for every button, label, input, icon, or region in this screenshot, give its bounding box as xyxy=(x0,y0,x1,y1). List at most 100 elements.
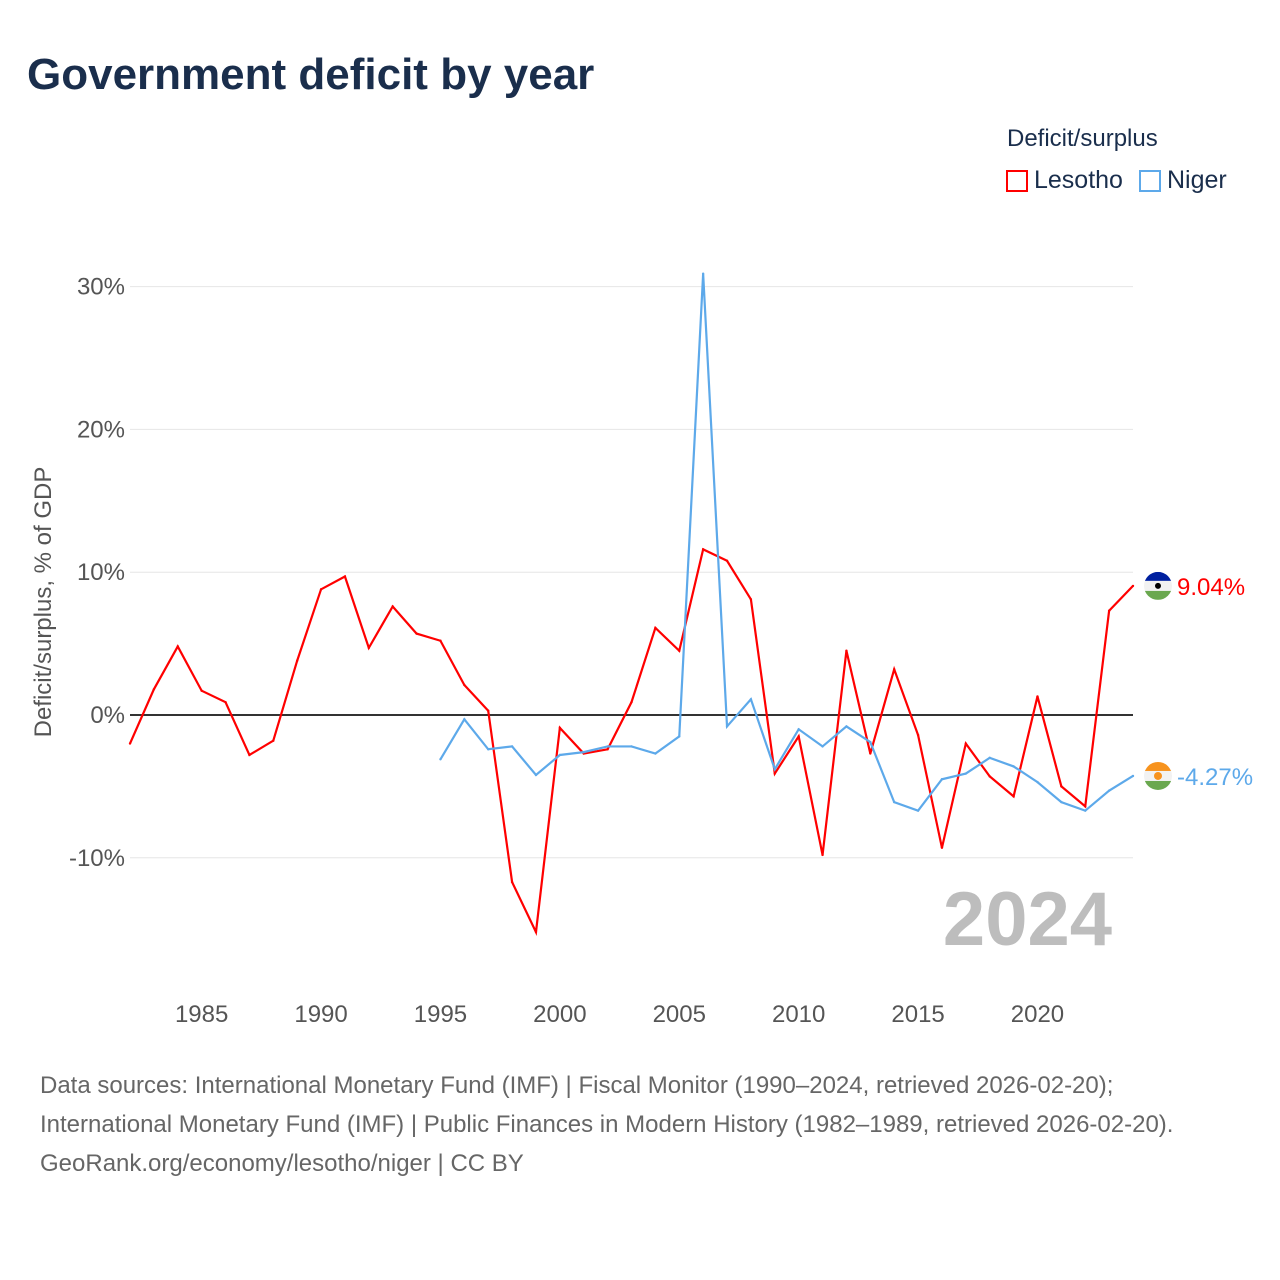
data-point xyxy=(367,646,371,650)
data-point xyxy=(701,272,705,275)
data-point xyxy=(749,698,753,701)
data-point xyxy=(845,725,848,728)
data-point xyxy=(678,649,681,652)
data-point xyxy=(463,683,466,687)
data-point xyxy=(295,659,299,662)
x-tick-label: 2005 xyxy=(653,1001,706,1028)
data-sources: Data sources: International Monetary Fun… xyxy=(40,1072,1174,1138)
data-point xyxy=(128,742,132,745)
data-point xyxy=(510,880,514,884)
data-point xyxy=(964,742,968,745)
data-point xyxy=(869,740,872,744)
data-point xyxy=(606,748,609,751)
data-point xyxy=(582,750,585,754)
data-point xyxy=(797,728,800,731)
data-point xyxy=(654,752,657,755)
data-point xyxy=(1012,765,1015,768)
data-point xyxy=(916,809,920,812)
x-tick-label: 1995 xyxy=(414,1001,467,1028)
data-point xyxy=(487,709,490,712)
data-point xyxy=(1131,584,1135,588)
y-tick-label: -10% xyxy=(69,845,125,872)
data-point xyxy=(176,645,179,648)
legend-title: Deficit/surplus xyxy=(1007,125,1158,152)
plot-area: -10% 0% 10% 20% 30% 1985 1990 1995 2000 2005 2010 2… xyxy=(69,272,1253,1028)
data-point xyxy=(248,753,251,757)
x-tick-label: 1990 xyxy=(294,1001,347,1028)
data-point xyxy=(725,725,729,728)
x-tick-label: 2010 xyxy=(772,1001,825,1028)
data-point xyxy=(1060,785,1063,788)
data-point xyxy=(558,753,562,757)
data-point xyxy=(654,626,657,630)
data-point xyxy=(1107,789,1111,792)
data-point xyxy=(463,718,466,721)
chart-title: Government deficit by year xyxy=(27,50,595,99)
x-tick-label: 2000 xyxy=(533,1001,586,1028)
y-tick-label: 10% xyxy=(77,559,125,586)
data-point xyxy=(343,575,347,578)
data-point xyxy=(224,700,227,704)
data-point xyxy=(1012,795,1015,798)
data-point xyxy=(415,632,418,635)
data-point xyxy=(558,726,562,730)
legend-item-lesotho[interactable]: Lesotho xyxy=(1006,166,1123,195)
data-point xyxy=(988,756,991,760)
data-point xyxy=(1036,780,1039,784)
data-point xyxy=(869,752,872,755)
y-tick-label: 20% xyxy=(77,416,125,443)
end-value-label: -4.27% xyxy=(1177,764,1253,791)
data-point xyxy=(916,733,920,737)
data-point xyxy=(439,758,442,761)
data-point xyxy=(1084,805,1087,808)
legend-swatch xyxy=(1138,169,1161,192)
data-point xyxy=(630,700,633,704)
x-tick-label: 2015 xyxy=(891,1001,944,1028)
data-point xyxy=(534,773,538,777)
data-point xyxy=(1084,809,1087,812)
data-point xyxy=(439,639,442,642)
data-point xyxy=(940,846,944,850)
data-point xyxy=(1107,609,1111,612)
x-tick-label: 1985 xyxy=(175,1001,228,1028)
data-point xyxy=(630,745,633,748)
y-tick-label: 30% xyxy=(77,274,125,301)
series-line-lesotho xyxy=(128,547,1134,936)
data-point xyxy=(606,745,609,748)
data-point xyxy=(200,689,203,692)
end-value-label: 9.04% xyxy=(1177,574,1245,601)
data-point xyxy=(940,778,944,781)
y-tick-label: 0% xyxy=(90,702,125,729)
data-point xyxy=(1036,695,1039,698)
data-point xyxy=(152,688,156,691)
data-point xyxy=(821,745,824,748)
data-point xyxy=(845,649,848,652)
data-point xyxy=(749,598,753,601)
x-tick-label: 2020 xyxy=(1011,1001,1064,1028)
legend-label: Niger xyxy=(1166,166,1227,194)
data-point xyxy=(892,800,896,804)
footer: Data sources: International Monetary Fun… xyxy=(40,1066,1240,1183)
credit-link[interactable]: GeoRank.org/economy/lesotho/niger | CC B… xyxy=(40,1150,524,1177)
data-point xyxy=(1131,774,1135,778)
data-point xyxy=(534,930,538,934)
series-line-niger xyxy=(439,273,1134,812)
data-point xyxy=(797,735,800,738)
data-point xyxy=(964,772,968,775)
data-point xyxy=(773,772,776,775)
data-point xyxy=(319,588,323,591)
data-point xyxy=(988,775,991,778)
legend: Lesotho Niger xyxy=(1006,166,1227,195)
lesotho-flag-icon xyxy=(1144,571,1172,600)
data-point xyxy=(487,748,490,751)
legend-label: Lesotho xyxy=(1034,166,1123,194)
data-point xyxy=(701,548,705,551)
niger-flag-icon xyxy=(1144,761,1172,790)
data-point xyxy=(272,739,275,742)
legend-swatch xyxy=(1006,169,1028,192)
data-point xyxy=(773,768,776,771)
legend-item-niger[interactable]: Niger xyxy=(1138,166,1227,195)
data-point xyxy=(1060,800,1063,804)
data-point xyxy=(892,668,896,671)
